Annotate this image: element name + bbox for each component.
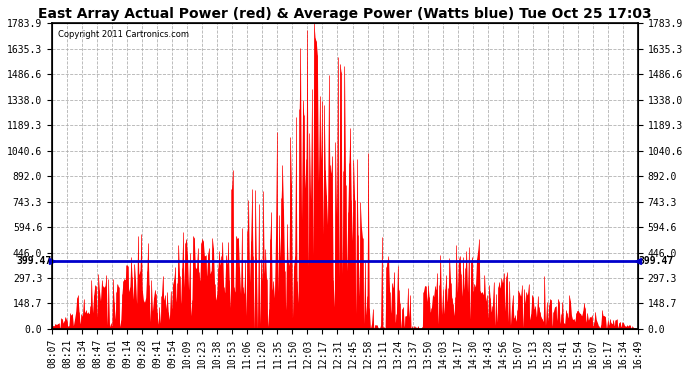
Text: 399.47: 399.47 xyxy=(16,255,51,266)
Title: East Array Actual Power (red) & Average Power (Watts blue) Tue Oct 25 17:03: East Array Actual Power (red) & Average … xyxy=(38,7,652,21)
Text: Copyright 2011 Cartronics.com: Copyright 2011 Cartronics.com xyxy=(58,30,189,39)
Text: 399.47: 399.47 xyxy=(639,255,674,266)
